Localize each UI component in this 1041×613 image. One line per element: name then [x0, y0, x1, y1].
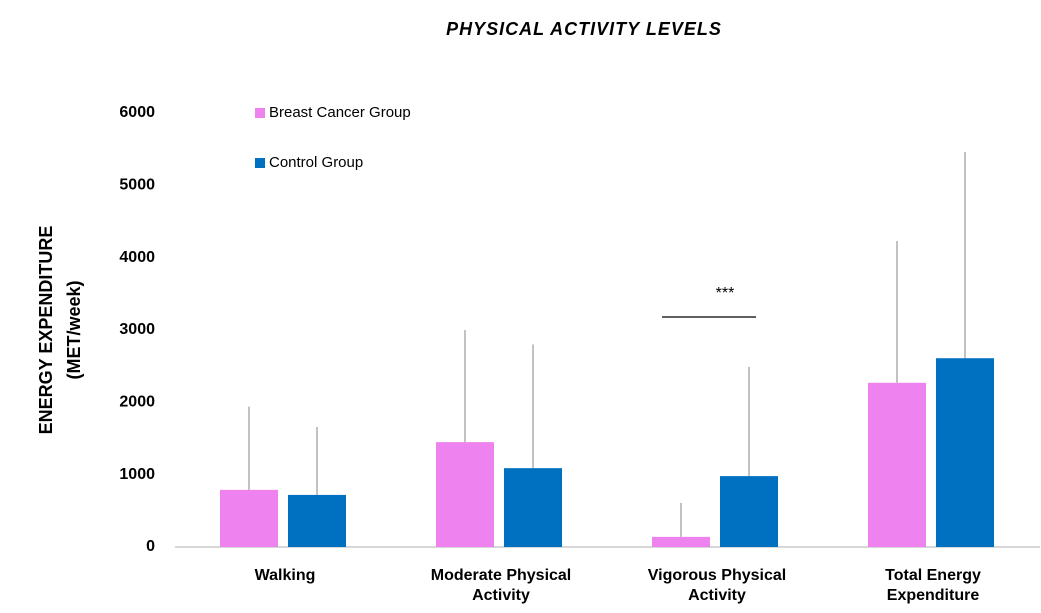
bar: [288, 494, 346, 547]
y-tick-label: 4000: [119, 249, 155, 266]
bar: [436, 442, 494, 547]
legend-label: Control Group: [269, 154, 363, 171]
x-tick-label: Vigorous Physical Activity: [647, 567, 787, 604]
x-tick-label: Moderate Physical Activity: [430, 567, 572, 604]
y-tick-label: 1000: [119, 466, 155, 483]
y-tick-label: 3000: [119, 321, 155, 338]
bar: [220, 489, 278, 547]
chart-title: PHYSICAL ACTIVITY LEVELS: [446, 19, 722, 39]
x-tick-label: Total Energy Expenditure: [885, 567, 981, 604]
y-tick-label: 5000: [119, 177, 155, 194]
legend-label: Breast Cancer Group: [269, 104, 411, 121]
bar: [652, 536, 710, 547]
y-axis-label: (MET/week): [64, 280, 84, 379]
y-tick-label: 0: [146, 538, 155, 555]
legend-swatch: [255, 108, 265, 118]
bar: [868, 382, 926, 547]
x-tick-label: Walking: [254, 567, 316, 584]
y-tick-label: 6000: [119, 104, 155, 121]
y-axis-label: ENERGY EXPENDITURE: [36, 226, 56, 435]
legend-swatch: [255, 158, 265, 168]
bar: [936, 358, 994, 547]
bar: [720, 476, 778, 547]
y-tick-label: 2000: [119, 394, 155, 411]
bar: [504, 468, 562, 547]
annotation: ***: [716, 285, 735, 302]
